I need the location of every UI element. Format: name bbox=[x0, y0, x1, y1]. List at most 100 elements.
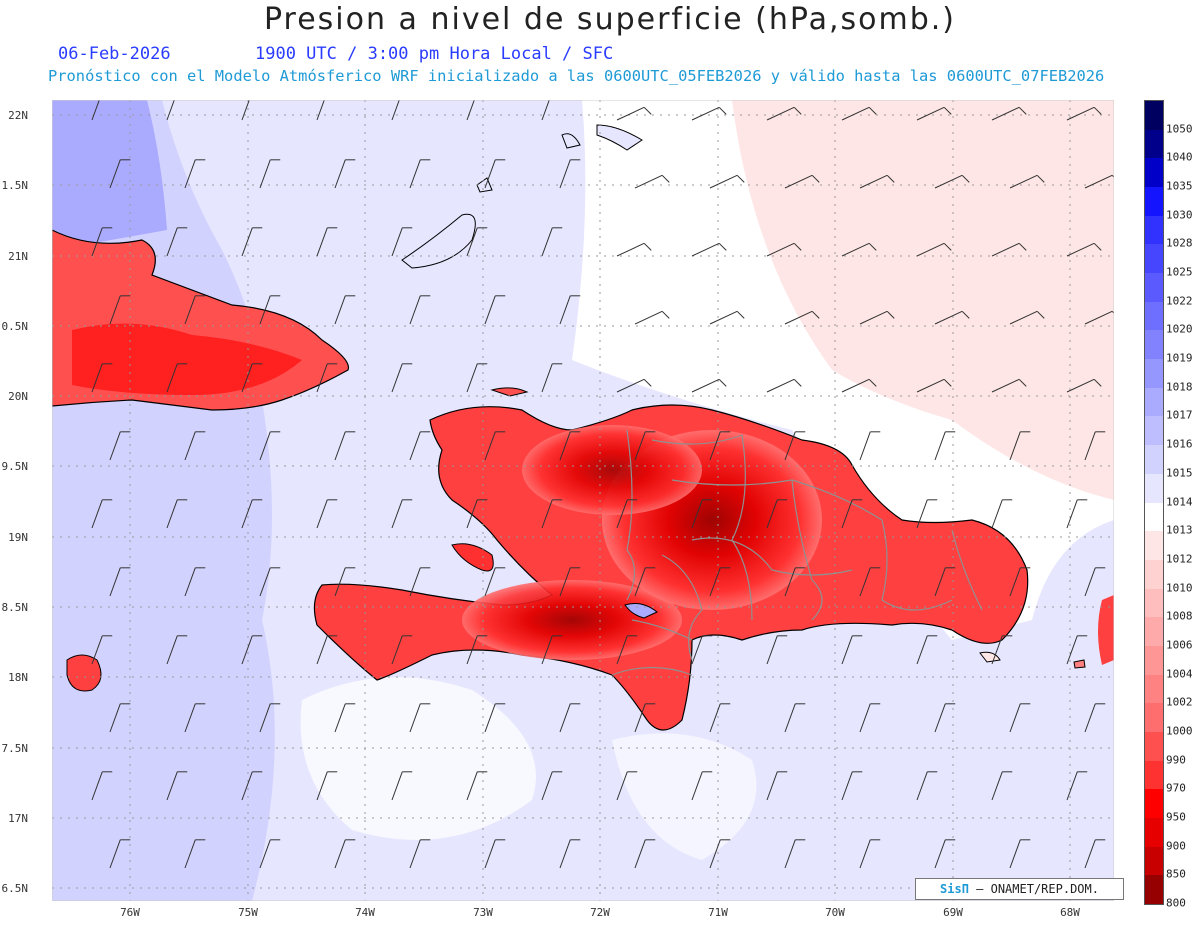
wind-barb bbox=[1066, 635, 1078, 665]
wind-barb bbox=[859, 174, 888, 189]
wind-barb bbox=[841, 242, 870, 257]
colorbar-level-label: 900 bbox=[1166, 839, 1186, 853]
wind-barb bbox=[166, 635, 178, 665]
lon-label: 70W bbox=[825, 906, 845, 919]
wind-barb bbox=[934, 310, 963, 325]
wind-barb bbox=[859, 567, 871, 597]
wind-barb bbox=[316, 635, 328, 665]
wind-barb bbox=[784, 431, 796, 461]
colorbar-level-label: 1025 bbox=[1166, 265, 1193, 279]
wind-barb bbox=[109, 703, 121, 733]
wind-barb bbox=[316, 363, 328, 393]
wind-barb bbox=[616, 242, 645, 257]
wind-barb bbox=[766, 635, 778, 665]
colorbar-level-label: 1015 bbox=[1166, 466, 1193, 480]
colorbar-level-label: 1030 bbox=[1166, 208, 1193, 222]
wind-barb bbox=[166, 499, 178, 529]
wind-barb bbox=[784, 310, 813, 325]
colorbar-cell bbox=[1145, 273, 1163, 303]
wind-barb bbox=[766, 771, 778, 801]
wind-barb bbox=[916, 378, 945, 393]
wind-barb bbox=[709, 839, 721, 869]
lat-label: 17N bbox=[8, 812, 28, 825]
wind-barb bbox=[1066, 106, 1095, 121]
wind-barb bbox=[409, 839, 421, 869]
wind-barb-tick bbox=[718, 378, 727, 387]
colorbar-level-label: 1020 bbox=[1166, 322, 1193, 336]
wind-barb bbox=[766, 242, 795, 257]
wind-barb-tick bbox=[1093, 106, 1102, 115]
wind-barb bbox=[109, 431, 121, 461]
wind-barb bbox=[859, 310, 888, 325]
hispaniola-core-north bbox=[522, 425, 702, 515]
small-island-3 bbox=[596, 124, 643, 151]
wind-barb-tick bbox=[1036, 174, 1045, 183]
wind-barb bbox=[409, 431, 421, 461]
wind-barb bbox=[634, 839, 646, 869]
wind-barb bbox=[709, 431, 721, 461]
colorbar-cell bbox=[1145, 244, 1163, 274]
wind-barb bbox=[541, 771, 553, 801]
wind-barb bbox=[1084, 310, 1113, 325]
map-title: Presion a nivel de superficie (hPa,somb.… bbox=[263, 2, 957, 37]
wind-barb bbox=[859, 839, 871, 869]
wind-barb bbox=[466, 499, 478, 529]
wind-barb-tick bbox=[868, 378, 877, 387]
colorbar-cell bbox=[1145, 875, 1163, 905]
wind-barb bbox=[91, 227, 103, 257]
lon-label: 68W bbox=[1060, 906, 1080, 919]
colorbar-level-label: 1000 bbox=[1166, 724, 1193, 738]
small-island-2 bbox=[561, 133, 581, 149]
wind-barb bbox=[634, 174, 663, 189]
wind-barb bbox=[391, 100, 400, 121]
wind-barb bbox=[91, 100, 100, 121]
wind-barb-tick bbox=[643, 106, 652, 115]
colorbar-level-label: 1028 bbox=[1166, 236, 1193, 250]
wind-barb bbox=[1066, 499, 1078, 529]
wind-barb bbox=[409, 295, 421, 325]
colorbar-cell bbox=[1145, 645, 1163, 676]
wind-barb bbox=[409, 567, 421, 597]
wind-barb bbox=[634, 431, 646, 461]
colorbar-cell bbox=[1145, 674, 1163, 704]
wind-barb bbox=[484, 703, 496, 733]
wind-barb-tick bbox=[1018, 242, 1027, 251]
wind-barb bbox=[541, 100, 550, 121]
wind-barb bbox=[916, 106, 945, 121]
wind-barb-tick bbox=[661, 310, 670, 319]
wind-barb bbox=[616, 378, 645, 393]
wind-barb bbox=[1009, 174, 1038, 189]
wind-barb bbox=[109, 159, 121, 189]
wind-barb bbox=[259, 839, 271, 869]
wind-barb bbox=[766, 499, 778, 529]
wind-barb bbox=[391, 635, 403, 665]
wind-barb bbox=[1009, 431, 1021, 461]
colorbar-cell bbox=[1145, 559, 1163, 590]
wind-barb bbox=[109, 839, 121, 869]
wind-barb bbox=[709, 703, 721, 733]
province-borders bbox=[611, 429, 983, 676]
colorbar-cell bbox=[1145, 158, 1163, 188]
wind-barb bbox=[916, 635, 928, 665]
wind-barb bbox=[916, 771, 928, 801]
wind-barb bbox=[616, 499, 628, 529]
colorbar-level-label: 1019 bbox=[1166, 351, 1193, 365]
wind-barb-tick bbox=[1111, 310, 1114, 314]
puerto-rico-edge bbox=[1098, 595, 1114, 665]
wind-barb bbox=[166, 227, 178, 257]
lat-label: 18N bbox=[8, 671, 28, 684]
colorbar-cell bbox=[1145, 789, 1163, 819]
wind-barb bbox=[166, 363, 178, 393]
wind-barb bbox=[166, 100, 175, 121]
lat-label: 22N bbox=[8, 109, 28, 122]
white-patches-south bbox=[300, 677, 536, 840]
lat-label: 6.5N bbox=[1, 882, 29, 895]
lon-label: 76W bbox=[120, 906, 140, 919]
wind-barb bbox=[484, 839, 496, 869]
wind-barb bbox=[259, 431, 271, 461]
wind-barb bbox=[991, 771, 1003, 801]
wind-barb bbox=[1084, 567, 1096, 597]
wind-barb bbox=[409, 159, 421, 189]
wind-barb-tick bbox=[718, 106, 727, 115]
wind-barb-tick bbox=[961, 174, 970, 183]
